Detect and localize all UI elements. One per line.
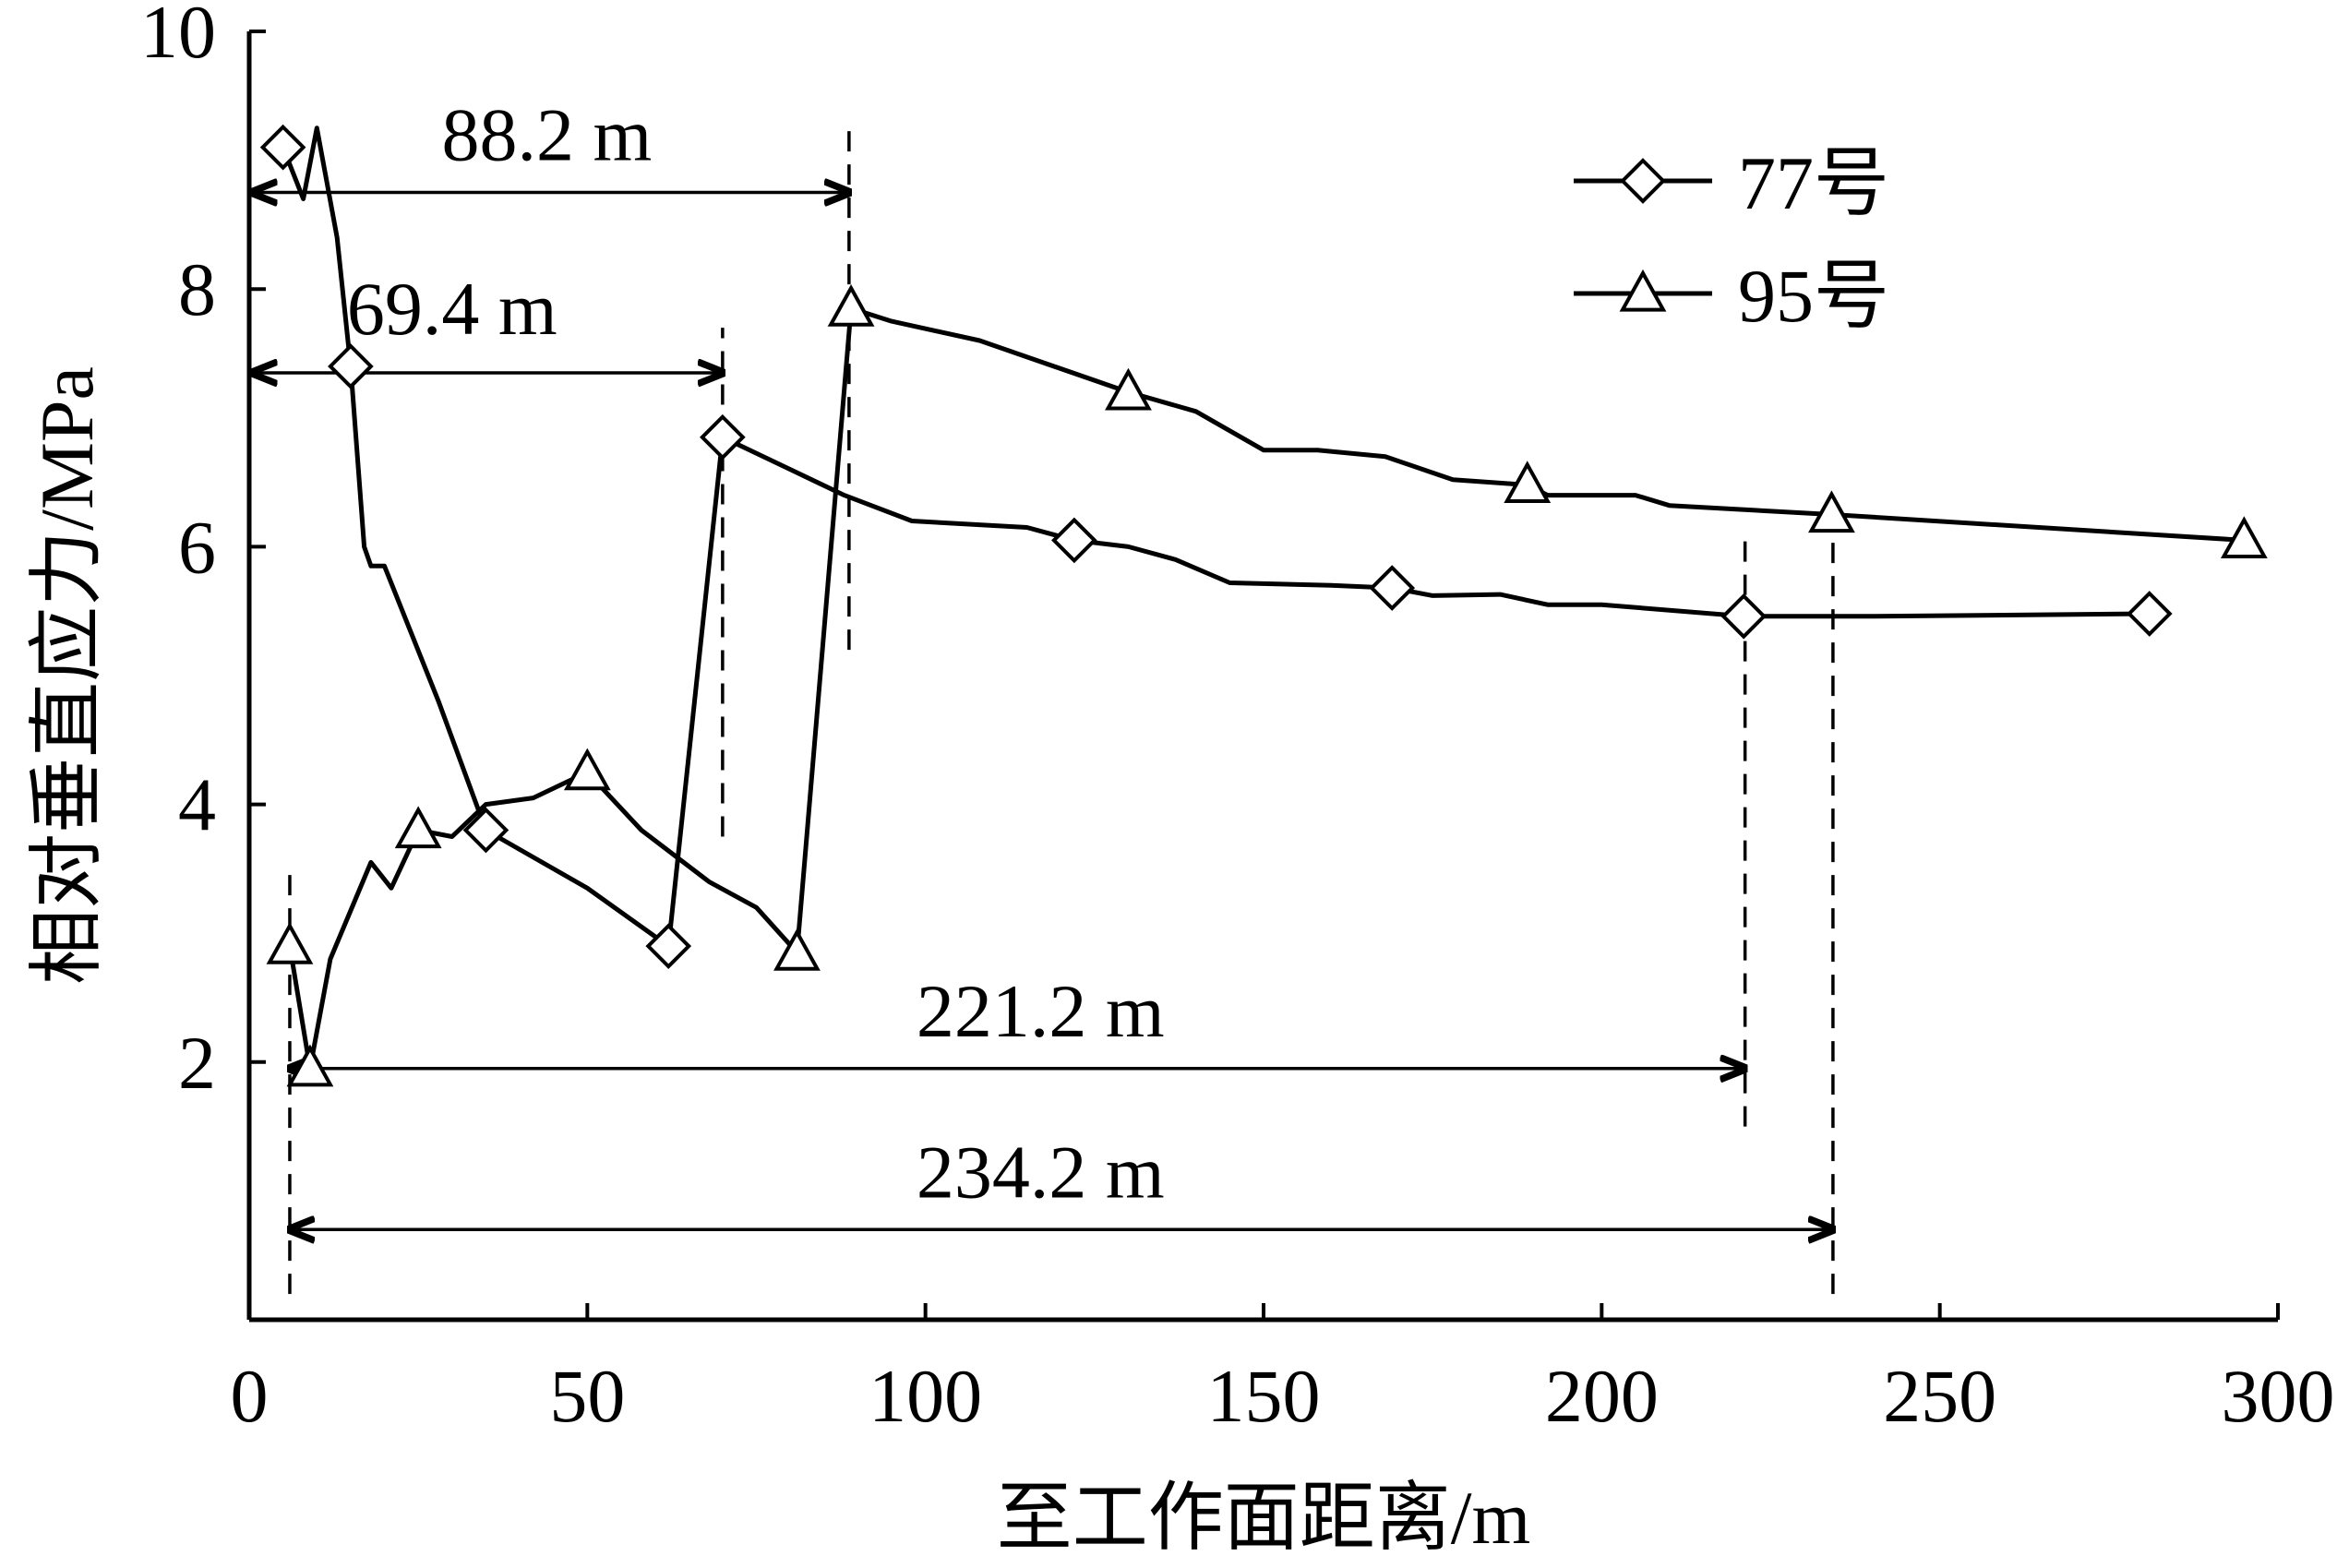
dimension-label: 88.2 m <box>441 93 652 177</box>
series-layer <box>259 124 2268 1087</box>
data-point-triangle <box>1105 367 1152 411</box>
x-tick-label: 300 <box>2222 1354 2335 1438</box>
y-tick-label: 10 <box>140 0 216 74</box>
data-point-diamond <box>1369 565 1416 611</box>
legend-marker-diamond <box>1620 158 1666 204</box>
data-point-diamond <box>1051 517 1097 564</box>
data-point-triangle <box>266 922 314 964</box>
dimension-label: 69.4 m <box>347 267 557 351</box>
axis-ticks: 0 50 100 150 200 250 300 2 4 6 8 10 <box>140 0 2335 1438</box>
x-tick-label: 150 <box>1207 1354 1321 1438</box>
x-tick-label: 200 <box>1545 1354 1659 1438</box>
dimension-annotations: 88.2 m 69.4 m 221.2 m 234.2 m <box>253 93 1833 1230</box>
data-point-triangle <box>2220 516 2268 559</box>
x-tick-label: 0 <box>231 1354 269 1438</box>
data-point-triangle <box>773 928 821 971</box>
data-point-triangle <box>827 284 875 327</box>
series-line <box>287 305 2245 1071</box>
data-point-diamond <box>259 124 306 171</box>
series-1 <box>259 124 2173 969</box>
legend-label: 95号 <box>1738 254 1889 338</box>
x-tick-label: 250 <box>1883 1354 1996 1438</box>
y-tick-label: 6 <box>178 505 216 589</box>
y-axis-title: 相对垂直应力/MPa <box>25 366 109 985</box>
data-point-triangle <box>286 1044 334 1087</box>
data-point-diamond <box>328 343 374 389</box>
x-tick-label: 50 <box>549 1354 625 1438</box>
data-point-diamond <box>645 923 692 969</box>
y-tick-label: 8 <box>178 247 216 331</box>
y-tick-label: 2 <box>178 1021 216 1105</box>
data-point-triangle <box>394 806 442 849</box>
data-point-diamond <box>700 413 746 461</box>
series-line <box>281 126 2150 949</box>
series-2 <box>266 284 2268 1087</box>
x-axis-title: 至工作面距离/m <box>997 1476 1531 1560</box>
data-point-diamond <box>462 807 509 854</box>
x-tick-label: 100 <box>869 1354 982 1438</box>
legend-label: 77号 <box>1738 141 1889 225</box>
data-point-triangle <box>1808 490 1855 533</box>
dimension-label: 234.2 m <box>917 1130 1165 1214</box>
data-point-diamond <box>2126 591 2173 637</box>
data-point-triangle <box>563 748 611 791</box>
plot-area <box>246 31 2278 1323</box>
legend-marker-triangle <box>1619 269 1667 312</box>
data-point-triangle <box>1504 461 1552 503</box>
data-point-diamond <box>1720 592 1768 640</box>
dimension-label: 221.2 m <box>917 969 1165 1053</box>
y-tick-label: 4 <box>178 763 216 847</box>
